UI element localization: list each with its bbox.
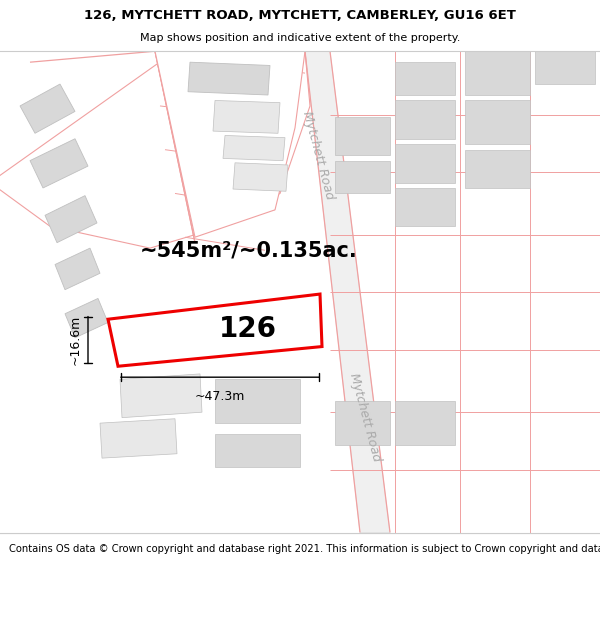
Polygon shape [335,117,390,155]
Polygon shape [233,162,288,191]
Text: Contains OS data © Crown copyright and database right 2021. This information is : Contains OS data © Crown copyright and d… [9,544,600,554]
Polygon shape [395,401,455,445]
Polygon shape [465,101,530,144]
Polygon shape [395,101,455,139]
Polygon shape [0,51,310,248]
Text: 126, MYTCHETT ROAD, MYTCHETT, CAMBERLEY, GU16 6ET: 126, MYTCHETT ROAD, MYTCHETT, CAMBERLEY,… [84,9,516,22]
Polygon shape [155,51,305,237]
Polygon shape [20,84,75,133]
Polygon shape [188,62,270,95]
Polygon shape [223,136,285,161]
Polygon shape [215,379,300,423]
Polygon shape [335,401,390,445]
Polygon shape [30,139,88,188]
Text: ~47.3m: ~47.3m [195,390,245,403]
Polygon shape [465,149,530,188]
Polygon shape [120,374,202,418]
Polygon shape [100,419,177,458]
Text: Mytchett Road: Mytchett Road [300,109,336,201]
Text: ~16.6m: ~16.6m [69,315,82,365]
Text: 126: 126 [219,315,277,343]
Polygon shape [65,298,108,338]
Text: Mytchett Road: Mytchett Road [347,372,383,463]
Polygon shape [465,51,530,95]
Polygon shape [108,294,322,366]
Polygon shape [335,161,390,194]
Polygon shape [395,188,455,226]
Polygon shape [213,101,280,133]
Polygon shape [215,434,300,467]
Polygon shape [205,298,307,352]
Polygon shape [55,248,100,290]
Text: Map shows position and indicative extent of the property.: Map shows position and indicative extent… [140,33,460,44]
Polygon shape [395,62,455,95]
Polygon shape [395,144,455,182]
Text: ~545m²/~0.135ac.: ~545m²/~0.135ac. [140,240,358,260]
Polygon shape [305,51,390,532]
Polygon shape [45,196,97,242]
Polygon shape [535,51,595,84]
